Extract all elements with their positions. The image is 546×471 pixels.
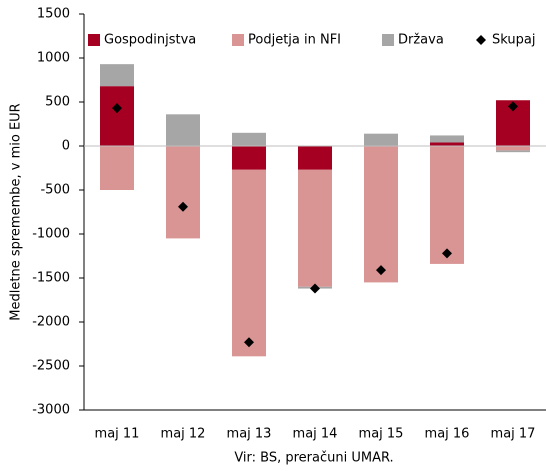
bar (430, 146, 464, 264)
x-axis-title: Vir: BS, preračuni UMAR. (234, 451, 393, 466)
legend-swatch (232, 34, 244, 46)
bar (364, 133, 398, 146)
legend-label: Država (398, 33, 444, 48)
legend-marker (476, 35, 486, 45)
bar (364, 146, 398, 283)
total-marker (376, 265, 386, 276)
total-marker (508, 101, 518, 112)
bar (496, 150, 530, 153)
legend-label: Skupaj (492, 33, 535, 48)
x-tick-label: maj 12 (161, 427, 206, 442)
total-marker (112, 103, 122, 114)
y-tick-label: -2500 (32, 359, 70, 374)
bar (166, 114, 200, 146)
bar (100, 146, 134, 190)
x-tick-label: maj 13 (227, 427, 272, 442)
x-tick-label: maj 11 (95, 427, 140, 442)
x-tick-label: maj 14 (293, 427, 338, 442)
total-marker (442, 248, 452, 259)
x-tick-label: maj 17 (491, 427, 536, 442)
bar (430, 142, 464, 146)
bar (232, 169, 266, 357)
y-tick-label: 500 (45, 95, 70, 110)
total-marker (244, 337, 254, 348)
y-tick-label: 1500 (37, 7, 70, 22)
bar (496, 146, 530, 151)
bar (166, 146, 200, 239)
legend-swatch (88, 34, 100, 46)
y-tick-label: -1000 (32, 227, 70, 242)
y-axis-title: Medletne spremembe, v mio EUR (9, 103, 24, 320)
y-tick-label: 1000 (37, 51, 70, 66)
x-tick-label: maj 15 (359, 427, 404, 442)
legend-swatch (382, 34, 394, 46)
bar (232, 132, 266, 146)
y-tick-label: -2000 (32, 315, 70, 330)
legend-label: Gospodinjstva (104, 33, 196, 48)
total-marker (310, 283, 320, 294)
bar (298, 146, 332, 170)
bar (430, 135, 464, 143)
y-tick-label: -3000 (32, 403, 70, 418)
y-tick-label: -1500 (32, 271, 70, 286)
x-tick-label: maj 16 (425, 427, 470, 442)
y-tick-label: -500 (40, 183, 70, 198)
bar (100, 64, 134, 87)
bar (298, 169, 332, 287)
legend-label: Podjetja in NFI (248, 33, 341, 48)
bar (232, 146, 266, 170)
y-tick-label: 0 (62, 139, 70, 154)
total-marker (178, 201, 188, 212)
bar (100, 86, 134, 146)
